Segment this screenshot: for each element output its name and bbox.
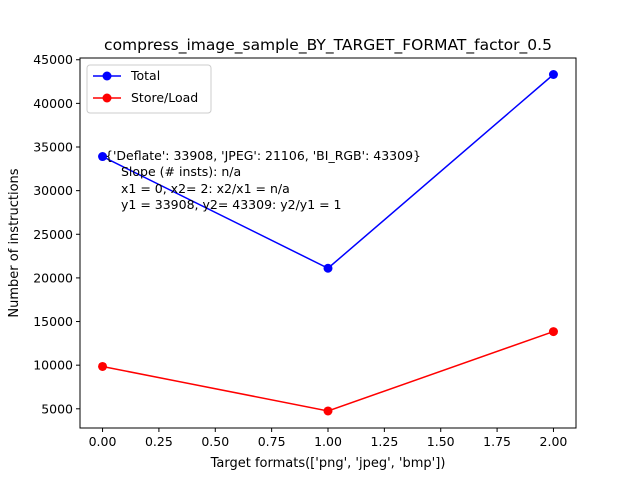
data-point-total [548, 70, 558, 80]
annotation-line: y1 = 33908, y2= 43309: y2/y1 = 1 [121, 197, 342, 212]
x-tick-label: 1.50 [427, 434, 455, 449]
data-point-store-load [98, 361, 108, 371]
x-axis: 0.00 0.25 0.50 0.75 1.00 1.25 1.50 1.75 2.00 [89, 428, 568, 449]
y-tick-label: 40000 [33, 96, 73, 111]
x-tick-label: 0.75 [258, 434, 286, 449]
y-tick-label: 35000 [33, 140, 73, 155]
legend-label-store-load: Store/Load [131, 90, 198, 105]
x-tick-label: 0.50 [201, 434, 229, 449]
x-tick-label: 1.00 [314, 434, 342, 449]
x-tick-label: 1.75 [483, 434, 511, 449]
x-tick-label: 0.25 [145, 434, 173, 449]
legend: Total Store/Load [86, 64, 212, 114]
y-tick-label: 30000 [33, 183, 73, 198]
y-tick-label: 25000 [33, 227, 73, 242]
annotation-line: x1 = 0, x2= 2: x2/x1 = n/a [121, 181, 290, 196]
annotation-line: Slope (# insts): n/a [121, 164, 241, 179]
x-tick-label: 2.00 [540, 434, 568, 449]
legend-marker-total [102, 71, 112, 81]
y-axis: 5000 10000 15000 20000 25000 30000 35000 40000 4… [33, 52, 80, 416]
x-tick-label: 0.00 [89, 434, 117, 449]
y-tick-label: 20000 [33, 270, 73, 285]
data-point-total [323, 263, 333, 273]
annotation-line: {'Deflate': 33908, 'JPEG': 21106, 'BI_RG… [105, 148, 421, 163]
annotation-block: {'Deflate': 33908, 'JPEG': 21106, 'BI_RG… [105, 148, 421, 212]
legend-marker-store-load [102, 93, 112, 103]
y-tick-label: 5000 [41, 401, 73, 416]
legend-box [86, 64, 212, 114]
y-tick-label: 45000 [33, 52, 73, 67]
data-point-store-load [548, 327, 558, 337]
y-tick-label: 10000 [33, 358, 73, 373]
y-axis-label: Number of instructions [7, 168, 22, 317]
x-tick-label: 1.25 [370, 434, 398, 449]
legend-label-total: Total [130, 68, 160, 83]
series-layer [98, 70, 558, 416]
x-axis-label: Target formats(['png', 'jpeg', 'bmp']) [210, 456, 446, 471]
data-point-store-load [323, 406, 333, 416]
chart-title: compress_image_sample_BY_TARGET_FORMAT_f… [104, 36, 552, 55]
y-tick-label: 15000 [33, 314, 73, 329]
data-point-total [98, 152, 108, 162]
